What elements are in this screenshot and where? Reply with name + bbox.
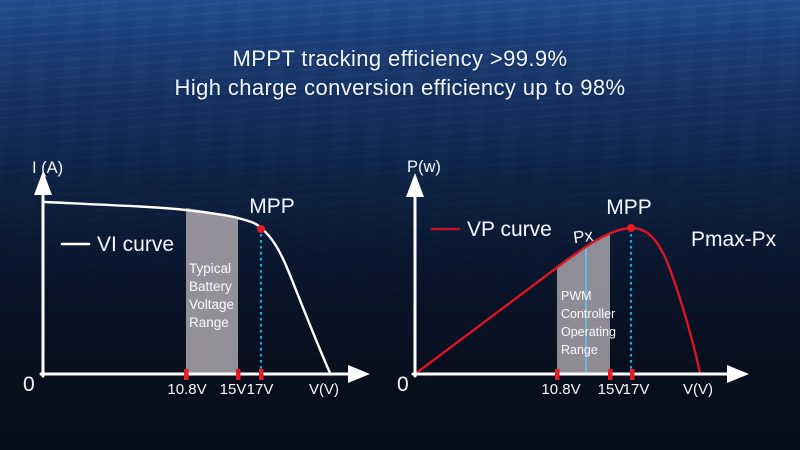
tick-15v — [236, 369, 241, 380]
origin-label: 0 — [397, 373, 409, 396]
mpp-label: MPP — [249, 195, 295, 218]
x-axis-label: V(V) — [683, 381, 713, 398]
region-caption-line-4: Range — [561, 343, 598, 357]
title-line-2: High charge conversion efficiency up to … — [174, 75, 626, 100]
vp-legend-label: VP curve — [467, 218, 552, 241]
tick-label-15v: 15V — [598, 381, 625, 398]
region-caption-line-1: Typical — [189, 261, 231, 276]
vi-curve-chart: I (A) 0 MPP VI curve Typical Battery Vol… — [23, 159, 370, 398]
region-caption-line-3: Operating — [561, 325, 616, 339]
mpp-label: MPP — [606, 196, 652, 219]
tick-15v — [608, 369, 613, 380]
battery-voltage-range-region — [186, 208, 238, 373]
tick-label-15v: 15V — [220, 381, 247, 398]
mpp-marker-dot — [627, 224, 635, 232]
vi-legend-label: VI curve — [97, 233, 174, 256]
region-caption-line-3: Voltage — [189, 297, 234, 312]
tick-17v — [630, 369, 635, 380]
px-label: Px — [572, 226, 595, 248]
origin-label: 0 — [23, 373, 35, 396]
vp-curve-line — [413, 226, 702, 376]
region-caption-line-1: PWM — [561, 289, 592, 303]
pwm-operating-range-region — [557, 234, 610, 373]
tick-10-8v — [555, 369, 560, 380]
y-axis-arrowhead-icon — [34, 171, 52, 195]
tick-label-17v: 17V — [623, 381, 650, 398]
vi-curve-line — [43, 200, 332, 375]
mpp-marker-dot — [257, 225, 265, 233]
title-line-1: MPPT tracking efficiency >99.9% — [232, 46, 568, 71]
tick-17v — [259, 369, 264, 380]
region-caption-line-4: Range — [189, 315, 229, 330]
tick-label-17v: 17V — [247, 381, 274, 398]
pmax-px-label: Pmax-Px — [691, 228, 777, 251]
tick-label-10-8v: 10.8V — [541, 381, 580, 398]
region-caption-line-2: Controller — [561, 307, 615, 321]
x-axis-label: V(V) — [309, 381, 339, 398]
tick-10-8v — [184, 369, 189, 380]
x-axis-arrowhead-icon — [727, 365, 749, 383]
x-axis-arrowhead-icon — [348, 365, 370, 383]
tick-label-10-8v: 10.8V — [167, 381, 206, 398]
y-axis-label: P(w) — [407, 158, 441, 176]
y-axis-label: I (A) — [32, 159, 63, 177]
slide-title: MPPT tracking efficiency >99.9% High cha… — [0, 44, 800, 102]
y-axis-arrowhead-icon — [406, 173, 424, 197]
region-caption-line-2: Battery — [189, 279, 232, 294]
vp-curve-chart: P(w) 0 Px MPP Pmax-Px VP curve PWM Contr… — [397, 158, 777, 398]
